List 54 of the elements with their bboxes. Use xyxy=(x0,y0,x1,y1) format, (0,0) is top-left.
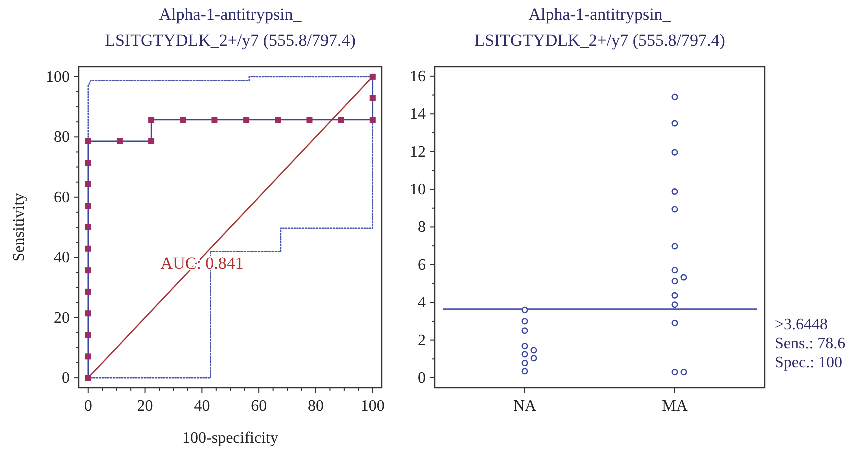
x-tick-label: 0 xyxy=(84,398,92,415)
y-tick-label: 2 xyxy=(418,332,426,350)
y-tick-label: 80 xyxy=(54,129,70,146)
x-tick-label: MA xyxy=(662,398,688,415)
x-tick-label: 60 xyxy=(251,398,268,415)
point xyxy=(370,95,376,102)
y-tick-label: 60 xyxy=(54,189,70,206)
point xyxy=(85,160,92,166)
point xyxy=(85,375,92,382)
y-tick-label: 0 xyxy=(62,370,70,388)
point xyxy=(338,117,344,123)
y-tick-label: 6 xyxy=(418,256,426,274)
x-tick-label: NA xyxy=(513,398,537,415)
x-tick-label: 100 xyxy=(360,398,385,415)
y-tick-label: 12 xyxy=(410,144,426,161)
x-tick-label: 20 xyxy=(137,398,154,415)
y-tick-label: 40 xyxy=(54,250,70,267)
point xyxy=(370,74,376,80)
x-axis-title: 100-specificity xyxy=(182,430,278,447)
y-tick-label: 4 xyxy=(418,294,426,312)
text: Sens.: 78.6 xyxy=(775,335,846,352)
point xyxy=(180,117,186,123)
point xyxy=(85,224,92,230)
ref-line-label: >3.6448 xyxy=(775,316,828,334)
point xyxy=(85,138,92,144)
x-tick-label: 80 xyxy=(308,398,324,415)
point xyxy=(275,117,282,123)
point xyxy=(212,117,218,123)
y-axis-title: Sensitivity xyxy=(11,193,28,262)
point xyxy=(85,288,92,295)
point xyxy=(148,138,155,144)
x-tick-label: 40 xyxy=(194,398,210,415)
point xyxy=(85,354,92,360)
y-tick-label: 10 xyxy=(410,182,426,199)
y-tick-label: 14 xyxy=(410,106,426,124)
chart-title: Alpha-1-antitrypsin_LSITGTYDLK_2+/y7 (555.8/797.4) xyxy=(105,5,356,50)
point xyxy=(370,117,376,123)
point xyxy=(85,310,92,317)
point xyxy=(85,268,92,274)
text: Spec.: 100 xyxy=(775,354,843,372)
y-tick-label: 16 xyxy=(410,68,426,86)
y-tick-label: 8 xyxy=(418,219,426,236)
y-tick-label: 0 xyxy=(418,370,426,388)
point xyxy=(85,332,92,338)
point xyxy=(244,117,250,123)
chart-title: Alpha-1-antitrypsin_LSITGTYDLK_2+/y7 (555.8/797.4) xyxy=(474,5,726,50)
point xyxy=(306,117,313,123)
y-tick-label: 20 xyxy=(54,310,70,327)
point xyxy=(148,117,155,123)
point xyxy=(85,203,92,210)
y-tick-label: 100 xyxy=(46,68,70,86)
point xyxy=(85,181,92,188)
point xyxy=(85,246,92,252)
point xyxy=(116,138,123,144)
